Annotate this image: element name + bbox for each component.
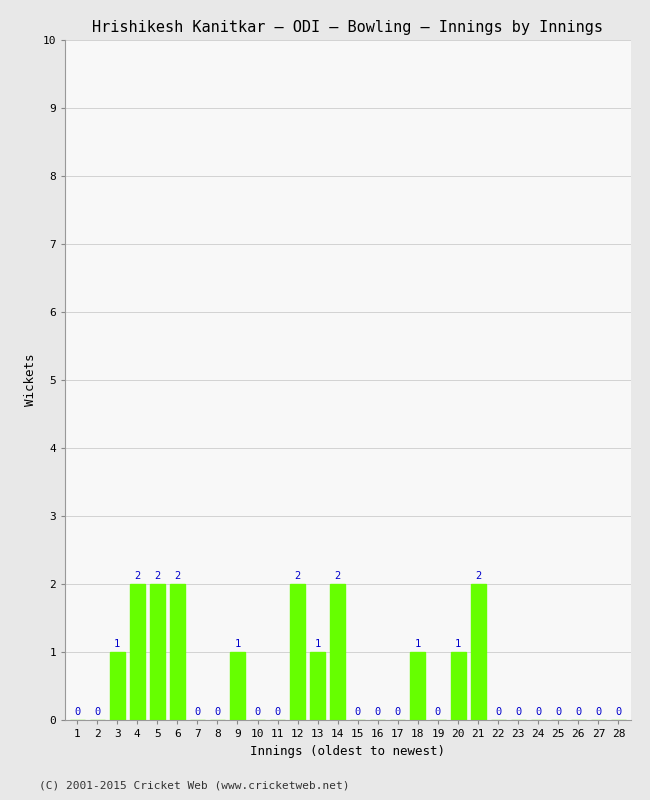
Text: 0: 0 bbox=[374, 707, 381, 718]
Text: 0: 0 bbox=[194, 707, 200, 718]
Text: 0: 0 bbox=[515, 707, 521, 718]
Text: 2: 2 bbox=[174, 571, 181, 582]
Bar bbox=[450, 652, 465, 720]
Text: (C) 2001-2015 Cricket Web (www.cricketweb.net): (C) 2001-2015 Cricket Web (www.cricketwe… bbox=[39, 781, 350, 790]
Text: 0: 0 bbox=[94, 707, 100, 718]
Bar bbox=[471, 584, 486, 720]
Text: 2: 2 bbox=[294, 571, 301, 582]
X-axis label: Innings (oldest to newest): Innings (oldest to newest) bbox=[250, 745, 445, 758]
Text: 0: 0 bbox=[595, 707, 601, 718]
Bar bbox=[129, 584, 145, 720]
Text: 1: 1 bbox=[415, 639, 421, 650]
Text: 0: 0 bbox=[435, 707, 441, 718]
Bar bbox=[310, 652, 325, 720]
Text: 0: 0 bbox=[355, 707, 361, 718]
Text: 0: 0 bbox=[214, 707, 220, 718]
Y-axis label: Wickets: Wickets bbox=[24, 354, 37, 406]
Text: 1: 1 bbox=[455, 639, 461, 650]
Text: 1: 1 bbox=[114, 639, 120, 650]
Bar bbox=[330, 584, 345, 720]
Text: 2: 2 bbox=[335, 571, 341, 582]
Bar bbox=[230, 652, 245, 720]
Text: 0: 0 bbox=[495, 707, 501, 718]
Text: 1: 1 bbox=[235, 639, 240, 650]
Text: 0: 0 bbox=[555, 707, 562, 718]
Text: 0: 0 bbox=[395, 707, 401, 718]
Title: Hrishikesh Kanitkar – ODI – Bowling – Innings by Innings: Hrishikesh Kanitkar – ODI – Bowling – In… bbox=[92, 20, 603, 34]
Bar bbox=[150, 584, 164, 720]
Text: 0: 0 bbox=[616, 707, 621, 718]
Bar bbox=[170, 584, 185, 720]
Text: 0: 0 bbox=[254, 707, 261, 718]
Bar bbox=[410, 652, 426, 720]
Text: 0: 0 bbox=[575, 707, 582, 718]
Bar bbox=[290, 584, 305, 720]
Text: 2: 2 bbox=[134, 571, 140, 582]
Text: 1: 1 bbox=[315, 639, 321, 650]
Text: 0: 0 bbox=[535, 707, 541, 718]
Text: 2: 2 bbox=[154, 571, 161, 582]
Text: 2: 2 bbox=[475, 571, 481, 582]
Text: 0: 0 bbox=[274, 707, 281, 718]
Bar bbox=[110, 652, 125, 720]
Text: 0: 0 bbox=[74, 707, 80, 718]
